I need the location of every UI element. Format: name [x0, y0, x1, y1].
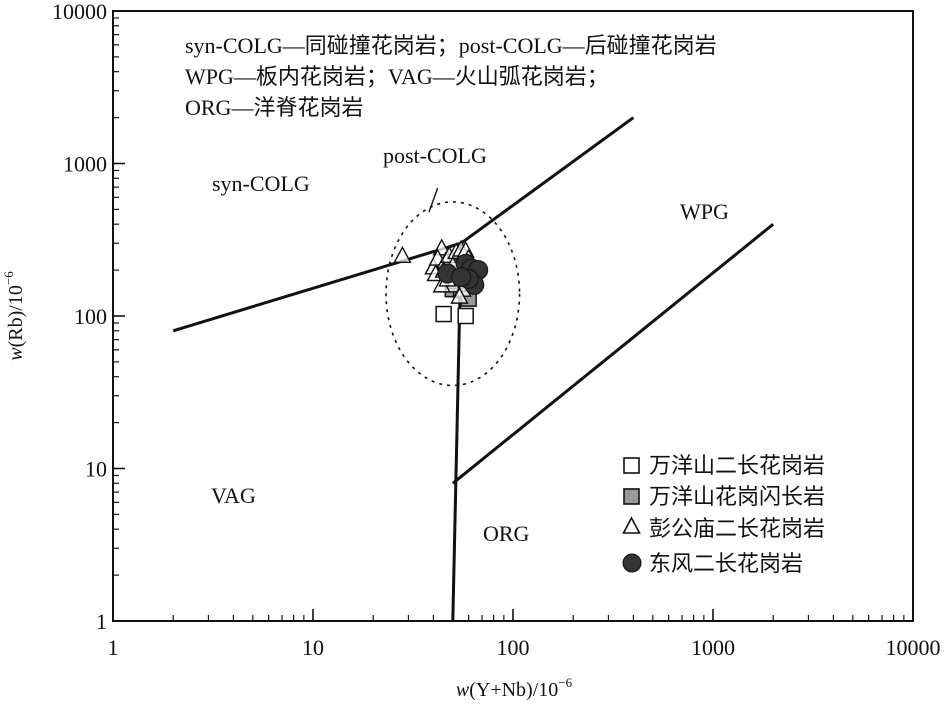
field-label-vag: VAG — [211, 483, 256, 508]
note-line-1: syn-COLG—同碰撞花岗岩；post-COLG—后碰撞花岗岩 — [185, 33, 717, 58]
x-tick-label: 1 — [108, 635, 119, 660]
y-tick-label: 10000 — [52, 0, 107, 24]
boundary-vag-org — [451, 243, 463, 622]
post-colg-dashed-circle — [385, 201, 521, 387]
boundary-org-wpg — [451, 223, 775, 485]
y-tick-label: 1000 — [63, 152, 107, 177]
note-line-3: ORG—洋脊花岗岩 — [185, 95, 363, 120]
post-colg-circle-layer — [385, 187, 521, 387]
note-line-2: WPG—板内花岗岩；VAG—火山弧花岗岩； — [185, 64, 609, 89]
legend: 万洋山二长花岗岩 万洋山花岗闪长岩 彭公庙二长花岗岩 东风二长花岗岩 — [622, 453, 825, 576]
legend-marker-square-open — [623, 457, 640, 474]
field-label-org: ORG — [483, 521, 530, 546]
data-point-circle — [451, 267, 472, 288]
boundary-syn-colg-vag — [172, 241, 462, 333]
legend-label: 万洋山花岗闪长岩 — [649, 484, 825, 509]
legend-label: 彭公庙二长花岗岩 — [649, 516, 825, 541]
field-label-post-colg: post-COLG — [383, 143, 487, 168]
points-layer — [393, 238, 489, 325]
x-axis-title: w(Y+Nb)/10−6 — [456, 675, 573, 701]
y-axis-title: w(Rb)/10−6 — [1, 271, 27, 361]
y-tick-label: 100 — [74, 304, 107, 329]
ticks-layer: 1 10 100 1000 10000 1 10 100 1000 10000 — [52, 0, 941, 660]
boundary-syn-colg-wpg — [460, 116, 635, 245]
abbreviation-notes: syn-COLG—同碰撞花岗岩；post-COLG—后碰撞花岗岩 WPG—板内花… — [185, 33, 717, 120]
y-tick-label: 10 — [85, 457, 107, 482]
legend-marker-square-grey — [623, 488, 640, 505]
legend-marker-circle — [622, 553, 642, 573]
x-tick-label: 10000 — [886, 635, 941, 660]
data-point-square — [457, 307, 474, 325]
field-label-wpg: WPG — [680, 199, 729, 224]
boundaries-layer — [172, 116, 775, 622]
data-point-triangle — [393, 245, 412, 264]
legend-label: 东风二长花岗岩 — [649, 551, 803, 576]
data-point-square — [435, 305, 452, 323]
post-colg-pointer-line — [428, 187, 439, 213]
legend-marker-triangle — [622, 516, 641, 534]
field-label-syn-colg: syn-COLG — [212, 171, 310, 196]
legend-label: 万洋山二长花岗岩 — [649, 453, 825, 478]
y-tick-label: 1 — [96, 609, 107, 634]
x-tick-label: 1000 — [691, 635, 735, 660]
x-tick-label: 10 — [302, 635, 324, 660]
x-tick-label: 100 — [497, 635, 530, 660]
data-point-triangle — [450, 286, 469, 304]
